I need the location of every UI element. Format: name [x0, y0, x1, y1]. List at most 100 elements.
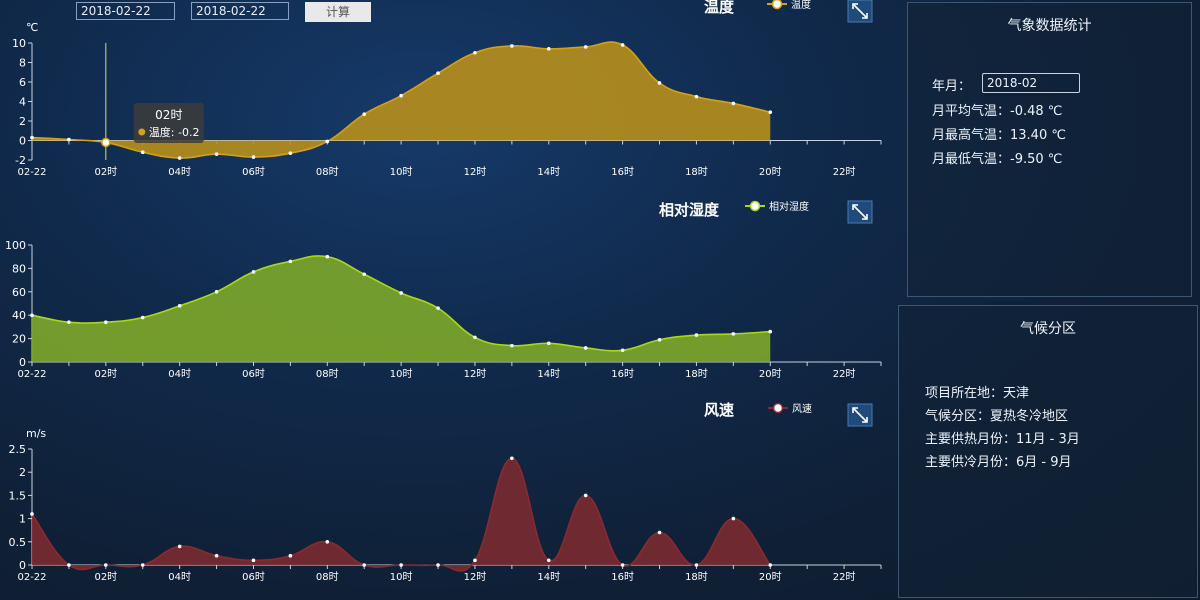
wind-data-point — [362, 563, 367, 567]
wind-x-tick-label: 12时 — [464, 571, 487, 583]
humidity-y-tick-label: 0 — [19, 356, 26, 369]
humidity-y-tick-label: 80 — [12, 262, 26, 275]
wind-expand-icon[interactable] — [847, 403, 873, 427]
temp-x-tick-label: 20时 — [759, 166, 782, 178]
wind-data-point — [657, 530, 662, 535]
temp-data-point — [251, 155, 256, 159]
humidity-data-point — [510, 343, 514, 348]
temp-data-point — [362, 112, 367, 116]
humidity-data-point — [436, 306, 440, 310]
temp-x-tick-label: 14时 — [537, 166, 560, 178]
wind-y-tick-label: 1.5 — [9, 489, 27, 502]
wind-legend-marker — [772, 402, 784, 414]
temp-data-point — [214, 152, 219, 156]
humidity-y-tick-label: 60 — [12, 286, 26, 299]
start-date-input[interactable]: 2018-02-22 — [76, 2, 175, 20]
cooling-months-text: 主要供冷月份：6月 - 9月 — [925, 455, 1072, 470]
temp-y-unit: ℃ — [26, 21, 38, 34]
wind-x-tick-label: 02时 — [94, 571, 117, 583]
wind-data-point — [436, 563, 440, 567]
humidity-x-tick-label: 06时 — [242, 368, 265, 380]
humidity-x-tick-label: 16时 — [611, 368, 634, 380]
humidity-expand-icon-head-a — [852, 204, 858, 210]
temp-expand-icon-head-b — [862, 13, 868, 19]
temp-data-point — [288, 151, 293, 155]
month-label: 年月： — [932, 79, 972, 94]
wind-x-tick-label: 10时 — [390, 571, 413, 583]
humidity-data-point — [140, 315, 145, 320]
temp-x-tick-label: 02时 — [94, 166, 117, 178]
temp-x-tick-label: 04时 — [168, 166, 191, 178]
location-text: 项目所在地：天津 — [925, 386, 1030, 401]
wind-x-tick-label: 18时 — [685, 571, 708, 583]
temp-y-tick-label: 8 — [19, 57, 26, 70]
humidity-expand-icon-arrow — [852, 204, 868, 220]
wind-data-point — [510, 456, 514, 461]
end-date-input[interactable]: 2018-02-22 — [191, 2, 289, 20]
wind-data-point — [583, 493, 588, 498]
temp-expand-icon[interactable] — [847, 0, 873, 23]
temp-data-point — [768, 110, 773, 115]
humidity-data-point — [251, 270, 256, 274]
wind-y-tick-label: 2.5 — [9, 443, 27, 456]
wind-data-point — [30, 512, 34, 516]
humidity-data-point — [325, 254, 330, 259]
temp-expand-icon-head-a — [852, 3, 858, 9]
temp-data-point — [620, 43, 625, 47]
humidity-data-point — [731, 332, 736, 336]
humidity-x-tick-label: 04时 — [168, 368, 191, 380]
wind-y-unit: m/s — [26, 427, 46, 440]
humidity-data-point — [104, 320, 108, 325]
temp-legend-marker — [771, 0, 783, 10]
humidity-data-point — [30, 313, 34, 317]
humidity-data-point — [214, 290, 219, 294]
humidity-expand-icon[interactable] — [847, 200, 873, 224]
temp-x-tick-label: 22时 — [833, 166, 856, 178]
humidity-x-tick-label: 12时 — [464, 368, 487, 380]
temp-area — [32, 42, 771, 159]
humidity-data-point — [620, 348, 625, 353]
climate-panel-title: 气候分区 — [1020, 321, 1076, 337]
wind-expand-icon-arrow — [852, 407, 868, 423]
wind-data-point — [140, 563, 145, 567]
wind-legend-label: 风速 — [792, 403, 812, 415]
temp-data-point — [510, 44, 514, 48]
wind-x-tick-label: 08时 — [316, 571, 339, 583]
humidity-data-point — [768, 329, 773, 334]
temp-data-point — [473, 50, 477, 55]
temp-highlight-point — [101, 137, 111, 148]
humidity-x-tick-label: 22时 — [833, 368, 856, 380]
wind-x-tick-label: 06时 — [242, 571, 265, 583]
humidity-x-tick-label: 02-22 — [17, 369, 46, 380]
min-temp-text: 月最低气温：-9.50 ℃ — [932, 152, 1063, 167]
wind-line — [31, 457, 771, 572]
month-input[interactable]: 2018-02 — [982, 73, 1080, 93]
tooltip-marker — [138, 128, 146, 136]
wind-data-point — [288, 553, 293, 558]
temp-y-tick-label: 2 — [19, 115, 26, 128]
stats-panel-title: 气象数据统计 — [1007, 18, 1092, 34]
wind-x-tick-label: 14时 — [537, 571, 560, 583]
temp-data-point — [657, 81, 662, 85]
humidity-data-point — [177, 304, 182, 308]
humidity-x-tick-label: 18时 — [685, 368, 708, 380]
humidity-expand-icon-head-b — [862, 214, 868, 220]
temp-x-tick-label: 06时 — [242, 166, 265, 178]
wind-speed-chart: 风速 风速 m/s 0 0.5 1 1.5 2 2.5 02-22 02时 04时 06时 08时 10时 1… — [9, 401, 882, 583]
tooltip-title: 02时 — [155, 108, 182, 122]
temp-y-tick-label: -2 — [15, 154, 26, 167]
wind-x-tick-label: 20时 — [759, 571, 782, 583]
wind-data-point — [694, 563, 699, 567]
temp-x-tick-label: 08时 — [316, 166, 339, 178]
climate-zone-text: 气候分区：夏热冬冷地区 — [925, 409, 1069, 424]
humidity-legend-label: 相对湿度 — [769, 200, 809, 213]
temp-y-tick-label: 0 — [19, 135, 26, 148]
tooltip-label: 温度: -0.2 — [149, 125, 200, 139]
wind-data-point — [399, 563, 403, 567]
wind-data-point — [546, 558, 551, 563]
wind-data-point — [768, 563, 773, 567]
climate-zone-panel: 气候分区 项目所在地：天津 气候分区：夏热冬冷地区 主要供热月份：11月 - 3… — [898, 305, 1198, 598]
humidity-area — [32, 255, 771, 362]
calculate-button[interactable]: 计算 — [305, 2, 371, 22]
temp-y-tick-label: 4 — [19, 96, 26, 109]
